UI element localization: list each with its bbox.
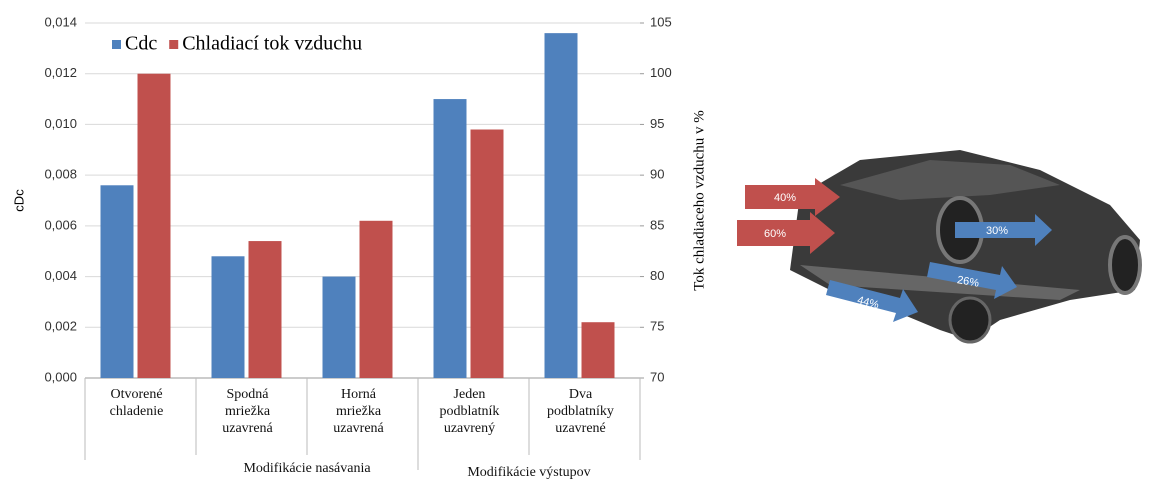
x-tick-label: Spodná mriežka uzavrená bbox=[208, 386, 288, 437]
bar bbox=[249, 241, 282, 378]
x-tick-label: Otvorené chladenie bbox=[97, 386, 177, 420]
y2-tick-label: 75 bbox=[650, 319, 664, 334]
bar bbox=[212, 256, 245, 378]
y-tick-label: 0,014 bbox=[44, 14, 77, 29]
legend-swatch bbox=[112, 40, 121, 49]
arrow-label: 30% bbox=[986, 225, 1008, 237]
legend-label: Cdc bbox=[125, 33, 157, 55]
y-tick-label: 0,008 bbox=[44, 167, 77, 182]
x-tick-label: Dva podblatníky uzavrené bbox=[541, 386, 621, 437]
y-tick-label: 0,000 bbox=[44, 369, 77, 384]
y2-tick-label: 95 bbox=[650, 116, 664, 131]
y2-tick-label: 105 bbox=[650, 14, 672, 29]
car-illustration bbox=[737, 150, 1140, 342]
y-tick-label: 0,010 bbox=[44, 116, 77, 131]
bar bbox=[582, 322, 615, 378]
y2-tick-label: 90 bbox=[650, 167, 664, 182]
y-tick-label: 0,004 bbox=[44, 268, 77, 283]
y-tick-label: 0,006 bbox=[44, 217, 77, 232]
x-tick-label: Jeden podblatník uzavrený bbox=[430, 386, 510, 437]
bar bbox=[101, 185, 134, 378]
group-label: Modifikácie nasávania bbox=[217, 460, 397, 477]
x-tick-label: Horná mriežka uzavrená bbox=[319, 386, 399, 437]
page: 0,000 0,002 0,004 0,006 0,008 0,010 0,012 0,014… bbox=[0, 0, 1150, 482]
y2-tick-label: 80 bbox=[650, 268, 664, 283]
bar bbox=[545, 33, 578, 378]
y-tick-label: 0,012 bbox=[44, 65, 77, 80]
group-label: Modifikácie výstupov bbox=[439, 464, 619, 481]
y2-tick-label: 85 bbox=[650, 217, 664, 232]
arrow-label: 40% bbox=[774, 192, 796, 204]
y-axis-label: cDc bbox=[11, 189, 26, 212]
bar bbox=[434, 99, 467, 378]
bar bbox=[138, 74, 171, 378]
arrow-label: 60% bbox=[764, 228, 786, 240]
bar bbox=[360, 221, 393, 378]
y-tick-label: 0,002 bbox=[44, 319, 77, 334]
y2-tick-label: 70 bbox=[650, 369, 664, 384]
y2-axis-label: Tok chladiaceho vzduchu v % bbox=[691, 110, 707, 291]
bar bbox=[323, 277, 356, 378]
bar bbox=[471, 130, 504, 379]
legend-label: Chladiací tok vzduchu bbox=[182, 33, 362, 55]
y2-tick-label: 100 bbox=[650, 65, 672, 80]
legend-swatch bbox=[169, 40, 178, 49]
